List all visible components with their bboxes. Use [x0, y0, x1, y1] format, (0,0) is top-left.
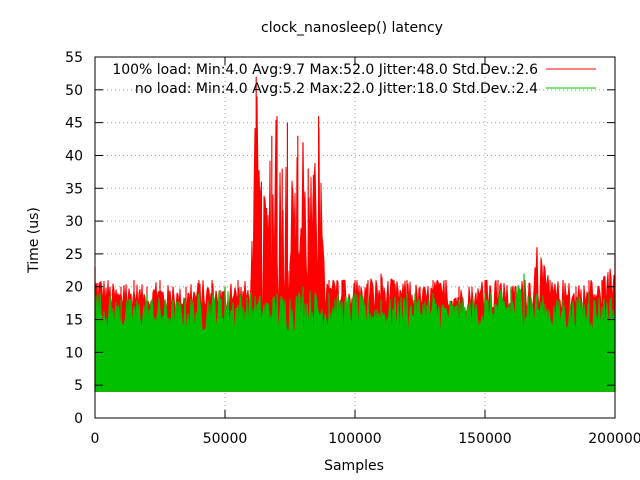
x-axis-label: Samples: [324, 458, 384, 474]
x-tick-label: 50000: [203, 431, 248, 447]
x-tick-label: 100000: [328, 431, 381, 447]
y-tick-label: 0: [74, 411, 83, 427]
legend-label: 100% load: Min:4.0 Avg:9.7 Max:52.0 Jitt…: [112, 62, 538, 78]
y-tick-label: 30: [65, 214, 83, 230]
plot-area: [94, 76, 616, 392]
legend-label: no load: Min:4.0 Avg:5.2 Max:22.0 Jitter…: [135, 81, 538, 97]
x-tick-label: 0: [91, 431, 100, 447]
x-tick-label: 150000: [458, 431, 511, 447]
series-noload: [94, 273, 616, 392]
y-tick-label: 45: [65, 116, 83, 132]
y-tick-label: 5: [74, 378, 83, 394]
plot-frame: [94, 56, 616, 419]
legend: 100% load: Min:4.0 Avg:9.7 Max:52.0 Jitt…: [112, 62, 596, 97]
y-tick-label: 35: [65, 181, 83, 197]
y-tick-label: 40: [65, 148, 83, 164]
axes: 0 5 10 15 20 25 30 35 40 45 50 55 0 50000 100000 150000…: [65, 50, 640, 447]
y-tick-label: 50: [65, 83, 83, 99]
x-tick-label: 200000: [588, 431, 640, 447]
y-tick-label: 10: [65, 345, 83, 361]
y-tick-label: 15: [65, 313, 83, 329]
y-tick-label: 55: [65, 50, 83, 66]
chart-title: clock_nanosleep() latency: [261, 20, 443, 36]
y-tick-label: 25: [65, 247, 83, 263]
y-tick-label: 20: [65, 280, 83, 296]
y-axis-label: Time (us): [26, 207, 42, 274]
